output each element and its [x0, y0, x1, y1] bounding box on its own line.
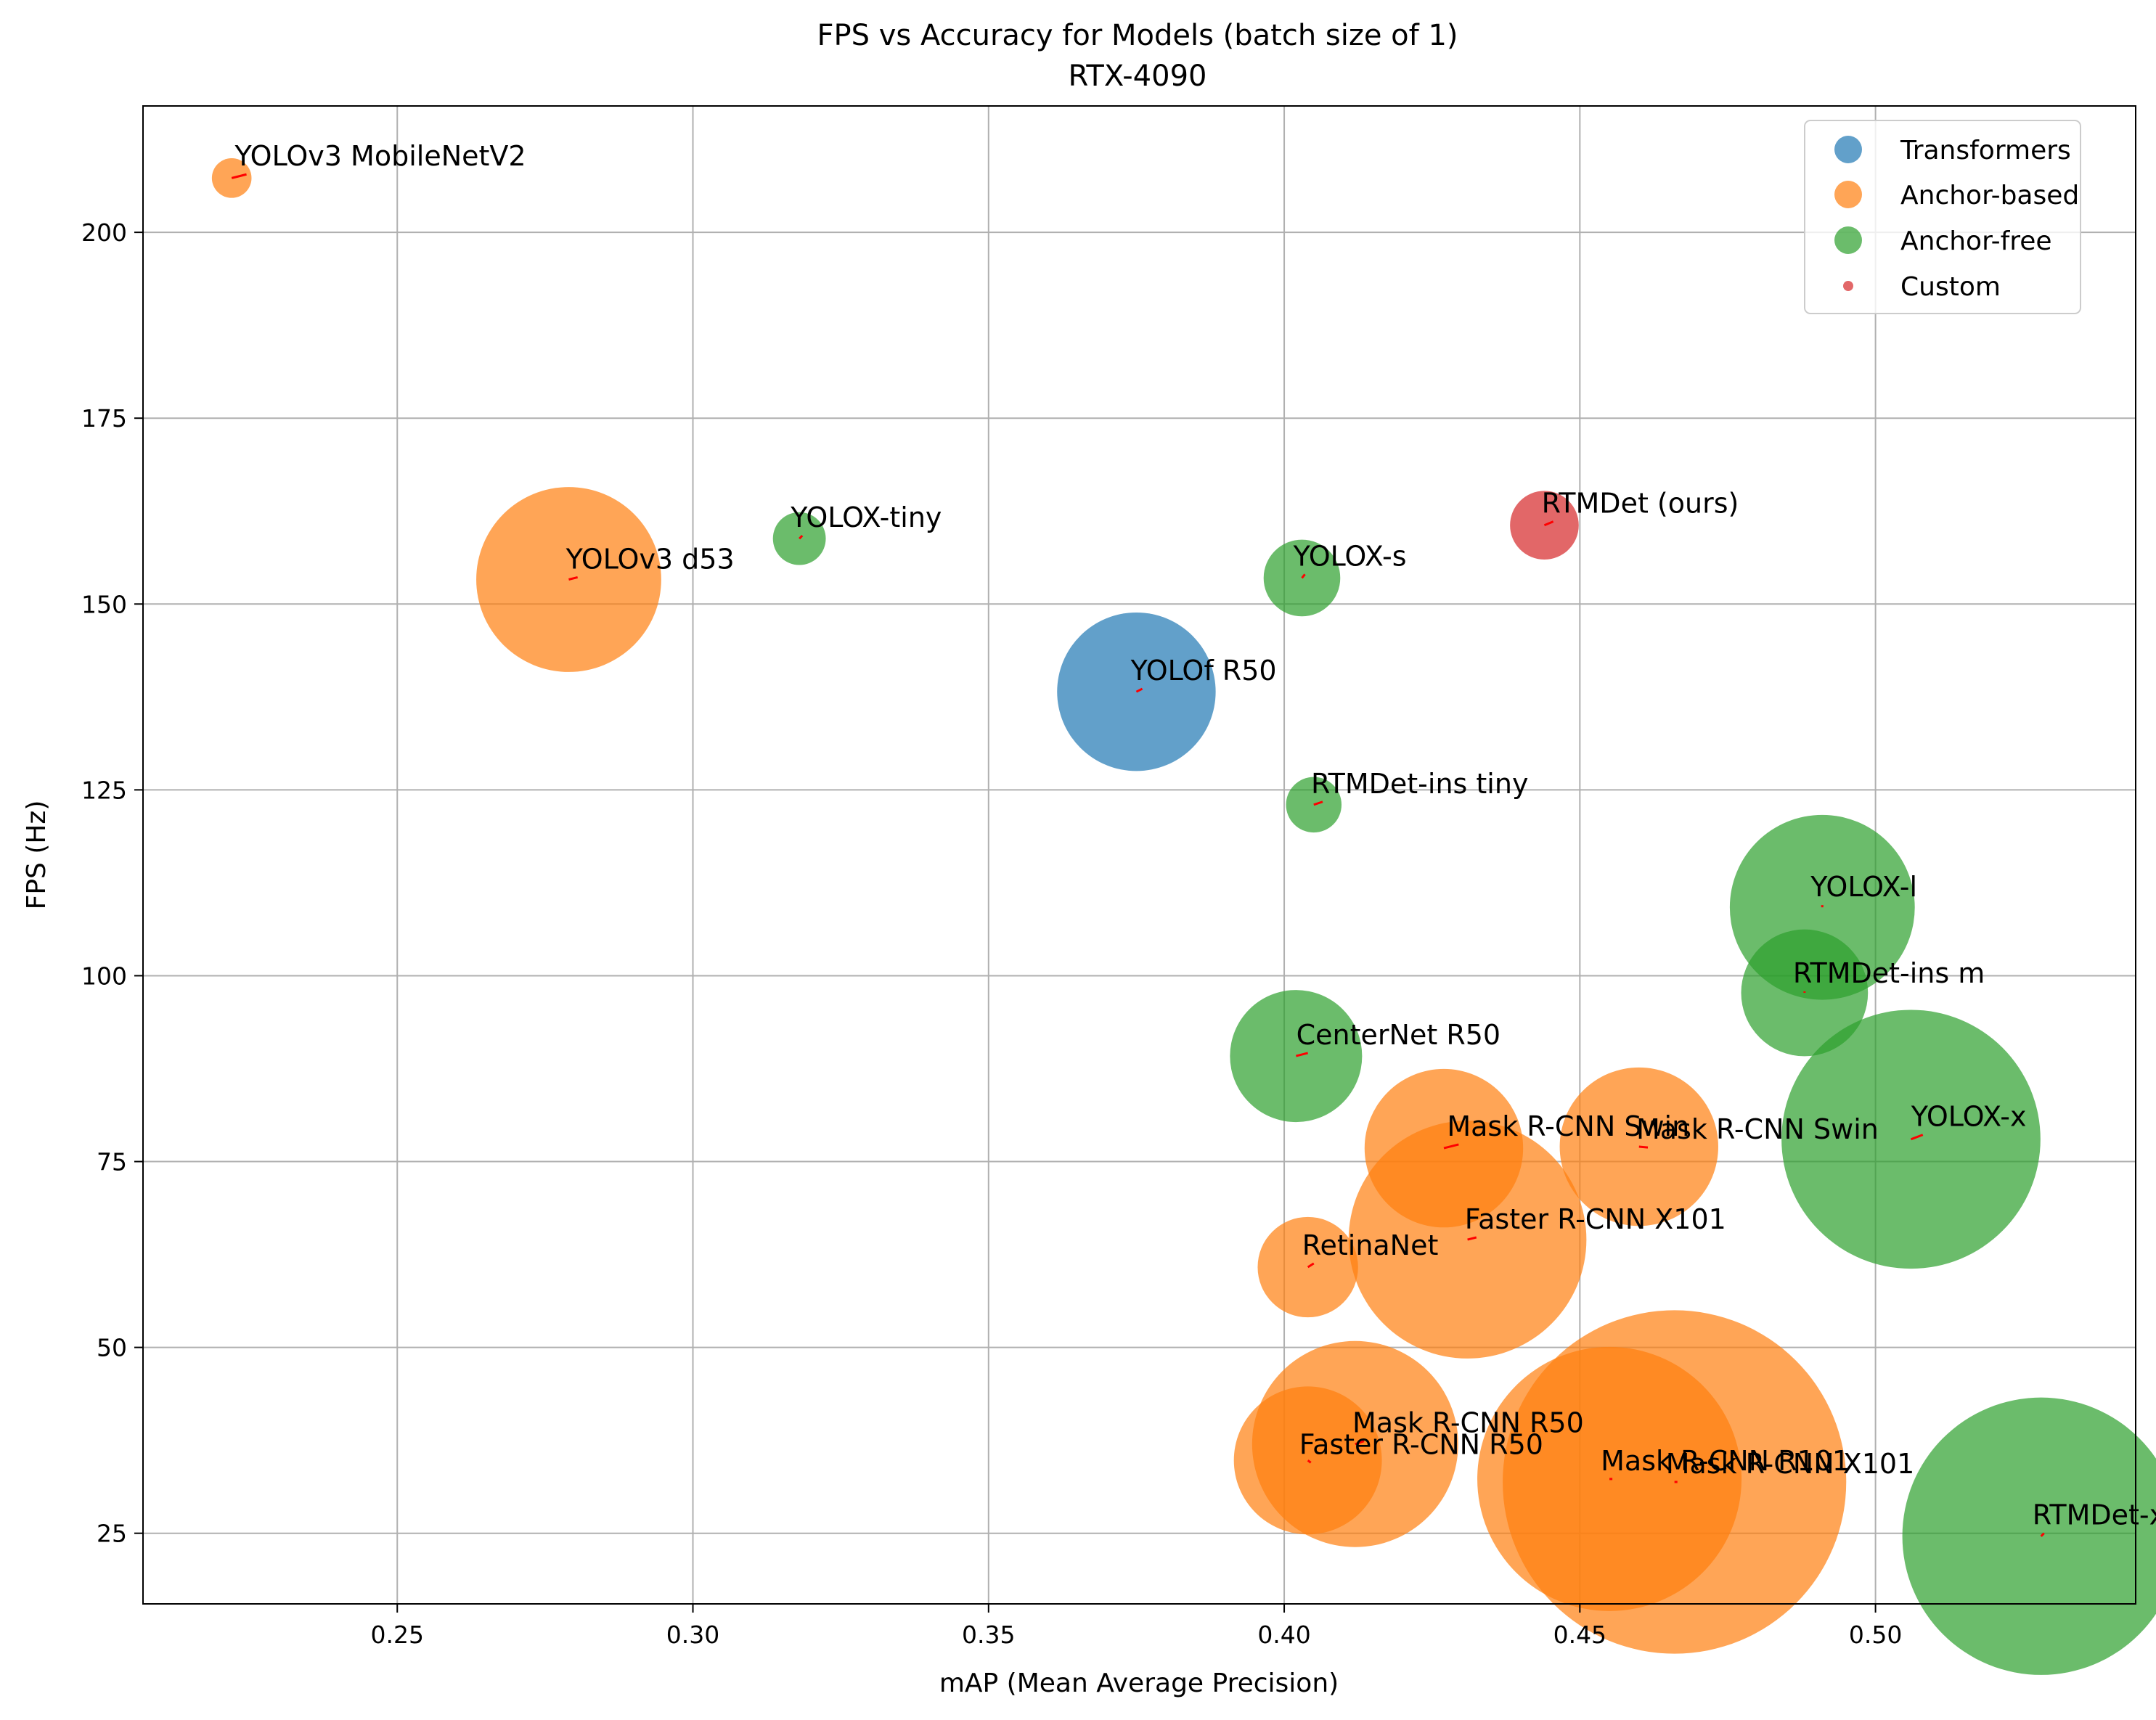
leader-yolox-s — [1301, 573, 1306, 579]
annotation-yolov3-mobilenetv2: YOLOv3 MobileNetV2 — [234, 140, 526, 172]
annotation-faster-r-cnn-x101: Faster R-CNN X101 — [1465, 1203, 1726, 1235]
y-tick-label: 125 — [81, 776, 127, 804]
x-tick-label: 0.45 — [1553, 1621, 1606, 1649]
legend-label-custom: Custom — [1900, 272, 2001, 302]
legend-label-anchor-free: Anchor-free — [1900, 226, 2052, 256]
annotation-yolof-r50: YOLOf R50 — [1130, 655, 1277, 687]
chart-subtitle: RTX-4090 — [1069, 60, 1207, 93]
legend-marker-anchor-based — [1834, 181, 1862, 208]
y-axis-label: FPS (Hz) — [22, 800, 52, 910]
y-tick-label: 175 — [81, 404, 127, 433]
annotation-mask-r-cnn-r50: Mask R-CNN R50 — [1352, 1407, 1584, 1439]
leader-centernet-r50 — [1295, 1052, 1309, 1057]
y-tick-label: 50 — [97, 1334, 127, 1362]
annotation-rtmdet-ours: RTMDet (ours) — [1542, 488, 1739, 520]
y-tick-label: 100 — [81, 962, 127, 990]
annotation-yolox-x: YOLOX-x — [1911, 1101, 2027, 1133]
chart-title: FPS vs Accuracy for Models (batch size o… — [817, 19, 1458, 52]
annotation-rtmdet-x: RTMDet-x — [2033, 1499, 2156, 1531]
annotation-mask-r-cnn-swin: Mask R-CNN Swin — [1447, 1110, 1689, 1142]
legend-marker-anchor-free — [1834, 226, 1862, 254]
bubble-yolox-s — [1263, 539, 1341, 617]
annotation-mask-r-cnn-x101: Mask R-CNN X101 — [1666, 1448, 1915, 1480]
leader-yolox-x — [1910, 1134, 1924, 1141]
leader-yolov3-d53 — [568, 576, 579, 581]
bubble-faster-r-cnn-x101 — [1348, 1121, 1587, 1359]
x-tick-label: 0.25 — [371, 1621, 424, 1649]
leader-rtmdet-ours — [1543, 520, 1554, 527]
legend-label-anchor-based: Anchor-based — [1900, 181, 2079, 210]
x-tick-label: 0.40 — [1257, 1621, 1310, 1649]
leader-faster-r-cnn-x101 — [1467, 1236, 1477, 1241]
y-tick-label: 200 — [81, 218, 127, 247]
annotation-labels: YOLOv3 MobileNetV2 YOLOv3 d53 YOLOX-tiny YO… — [234, 140, 2156, 1531]
annotation-leaders — [231, 173, 2045, 1537]
leader-yolof-r50 — [1135, 687, 1143, 693]
x-tick-label: 0.50 — [1849, 1621, 1902, 1649]
annotation-mask-r-cnn-swin: Mask R-CNN Swin — [1636, 1113, 1879, 1145]
annotation-rtmdet-ins-tiny: RTMDet-ins tiny — [1311, 768, 1528, 800]
annotation-yolov3-d53: YOLOv3 d53 — [565, 543, 735, 575]
x-axis-label: mAP (Mean Average Precision) — [939, 1668, 1339, 1698]
annotation-yolox-s: YOLOX-s — [1293, 540, 1407, 572]
annotation-retinanet: RetinaNet — [1302, 1229, 1439, 1261]
annotation-mask-r-cnn-r101: Mask R-CNN R101 — [1601, 1445, 1850, 1477]
legend-marker-transformers — [1834, 136, 1862, 163]
leader-mask-r-cnn-r50 — [1355, 1440, 1365, 1446]
leader-yolox-tiny — [799, 534, 804, 540]
bubble-faster-r-cnn-r50 — [1233, 1386, 1382, 1535]
bubble-rtmdet-x — [1902, 1397, 2156, 1675]
leader-rtmdet-x — [2040, 1532, 2045, 1537]
annotation-yolox-tiny: YOLOX-tiny — [790, 501, 942, 533]
legend-box — [1804, 120, 2081, 314]
axis-ticks: 0.25 0.30 0.35 0.40 0.45 0.50 25 50 75 100 125 150 1… — [81, 218, 1902, 1649]
leader-rtmdet-ins-tiny — [1313, 800, 1323, 806]
legend-label-transformers: Transformers — [1900, 136, 2071, 165]
y-tick-label: 150 — [81, 590, 127, 618]
plot-frame — [142, 105, 2136, 1605]
leader-faster-r-cnn-r50 — [1307, 1459, 1312, 1464]
y-tick-label: 25 — [97, 1520, 127, 1548]
leader-retinanet — [1307, 1262, 1315, 1269]
annotation-rtmdet-ins-m: RTMDet-ins m — [1793, 957, 1985, 989]
leader-yolov3-mobilenetv2 — [231, 173, 247, 179]
annotation-centernet-r50: CenterNet R50 — [1297, 1019, 1500, 1051]
bubble-yolox-x — [1781, 1010, 2041, 1269]
annotation-faster-r-cnn-r50: Faster R-CNN R50 — [1299, 1428, 1543, 1460]
annotation-yolox-l: YOLOX-l — [1810, 871, 1917, 903]
legend: Transformers Anchor-based Anchor-free Cu… — [1804, 120, 2081, 314]
leader-mask-r-cnn-swin — [1443, 1143, 1459, 1150]
x-tick-label: 0.35 — [962, 1621, 1015, 1649]
bubble-rtmdet-ins-tiny — [1286, 777, 1342, 833]
x-tick-label: 0.30 — [666, 1621, 719, 1649]
legend-marker-custom — [1843, 281, 1853, 291]
y-tick-label: 75 — [97, 1148, 127, 1176]
